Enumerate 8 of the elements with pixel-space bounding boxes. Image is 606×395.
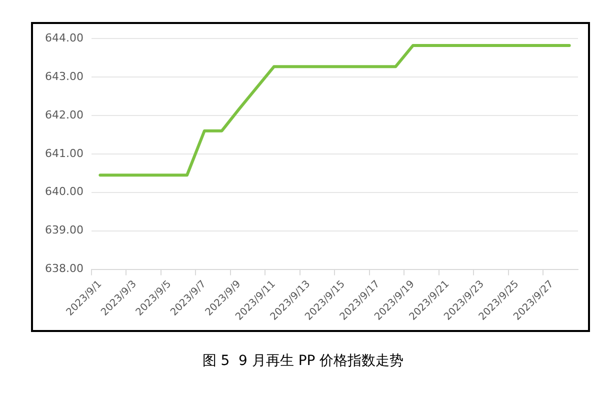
y-tick-label: 644.00 [44,31,84,44]
y-tick-label: 640.00 [44,185,84,198]
text: 图 5 9 月再生 PP 价格指数走势 [201,352,405,370]
y-tick-label: 642.00 [44,108,84,122]
y-tick-label: 643.00 [44,70,84,83]
y-tick-label: 638.00 [44,262,84,276]
y-tick-label: 641.00 [44,146,84,160]
y-tick-label: 639.00 [44,224,84,237]
